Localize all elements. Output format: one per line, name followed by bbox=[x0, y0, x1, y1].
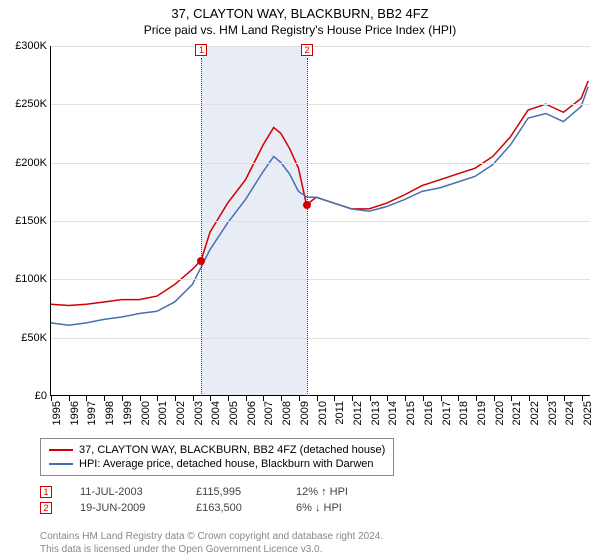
sale-price: £115,995 bbox=[196, 486, 268, 498]
copyright-line: This data is licensed under the Open Gov… bbox=[40, 543, 383, 556]
sale-row: 2 19-JUN-2009 £163,500 6% ↓ HPI bbox=[40, 500, 386, 516]
legend-item: 37, CLAYTON WAY, BLACKBURN, BB2 4FZ (det… bbox=[49, 443, 385, 457]
gridline bbox=[51, 221, 590, 222]
event-marker-dot bbox=[197, 257, 205, 265]
sale-date: 11-JUL-2003 bbox=[80, 486, 168, 498]
x-axis-label: 2009 bbox=[299, 401, 311, 441]
x-axis-label: 2004 bbox=[210, 401, 222, 441]
y-axis-label: £250K bbox=[3, 98, 47, 110]
event-marker-line bbox=[307, 58, 308, 396]
series-line bbox=[51, 81, 588, 306]
legend-item: HPI: Average price, detached house, Blac… bbox=[49, 457, 385, 471]
sale-pct: 12% ↑ HPI bbox=[296, 486, 386, 498]
event-marker-box: 1 bbox=[195, 44, 207, 56]
x-axis-label: 2000 bbox=[140, 401, 152, 441]
series-line bbox=[51, 87, 588, 326]
legend-box: 37, CLAYTON WAY, BLACKBURN, BB2 4FZ (det… bbox=[40, 438, 394, 476]
sales-table: 1 11-JUL-2003 £115,995 12% ↑ HPI 2 19-JU… bbox=[40, 484, 386, 516]
x-axis-label: 1999 bbox=[122, 401, 134, 441]
y-axis-label: £200K bbox=[3, 157, 47, 169]
event-marker-line bbox=[201, 58, 202, 396]
x-axis-label: 2024 bbox=[564, 401, 576, 441]
x-axis-label: 2015 bbox=[405, 401, 417, 441]
chart-title-line2: Price paid vs. HM Land Registry's House … bbox=[0, 21, 600, 37]
event-marker-dot bbox=[303, 201, 311, 209]
x-axis-label: 2003 bbox=[193, 401, 205, 441]
gridline bbox=[51, 338, 590, 339]
legend-swatch bbox=[49, 449, 73, 451]
x-axis-label: 2019 bbox=[476, 401, 488, 441]
x-axis-label: 2021 bbox=[511, 401, 523, 441]
legend-swatch bbox=[49, 463, 73, 465]
gridline bbox=[51, 163, 590, 164]
x-axis-label: 2010 bbox=[317, 401, 329, 441]
y-axis-label: £100K bbox=[3, 273, 47, 285]
copyright-text: Contains HM Land Registry data © Crown c… bbox=[40, 530, 383, 556]
gridline bbox=[51, 279, 590, 280]
sale-marker-icon: 1 bbox=[40, 486, 52, 498]
x-axis-label: 2002 bbox=[175, 401, 187, 441]
y-axis-label: £0 bbox=[3, 390, 47, 402]
x-axis-label: 2013 bbox=[370, 401, 382, 441]
chart-container: 37, CLAYTON WAY, BLACKBURN, BB2 4FZ Pric… bbox=[0, 0, 600, 560]
x-axis-label: 2011 bbox=[334, 401, 346, 441]
chart-plot-area: £0£50K£100K£150K£200K£250K£300K199519961… bbox=[50, 46, 590, 396]
x-axis-label: 2007 bbox=[263, 401, 275, 441]
x-axis-label: 1995 bbox=[51, 401, 63, 441]
legend-label: 37, CLAYTON WAY, BLACKBURN, BB2 4FZ (det… bbox=[79, 444, 385, 456]
x-axis-label: 2014 bbox=[387, 401, 399, 441]
x-axis-label: 2025 bbox=[582, 401, 594, 441]
gridline bbox=[51, 46, 590, 47]
sale-marker-icon: 2 bbox=[40, 502, 52, 514]
x-axis-label: 1996 bbox=[69, 401, 81, 441]
sale-date: 19-JUN-2009 bbox=[80, 502, 168, 514]
event-marker-box: 2 bbox=[301, 44, 313, 56]
x-axis-label: 2005 bbox=[228, 401, 240, 441]
x-axis-label: 2023 bbox=[547, 401, 559, 441]
sale-price: £163,500 bbox=[196, 502, 268, 514]
y-axis-label: £50K bbox=[3, 332, 47, 344]
gridline bbox=[51, 104, 590, 105]
x-axis-label: 2008 bbox=[281, 401, 293, 441]
x-axis-label: 2022 bbox=[529, 401, 541, 441]
legend-label: HPI: Average price, detached house, Blac… bbox=[79, 458, 374, 470]
sale-row: 1 11-JUL-2003 £115,995 12% ↑ HPI bbox=[40, 484, 386, 500]
x-axis-label: 2001 bbox=[157, 401, 169, 441]
x-axis-label: 2017 bbox=[441, 401, 453, 441]
x-axis-label: 1997 bbox=[86, 401, 98, 441]
x-axis-label: 2018 bbox=[458, 401, 470, 441]
copyright-line: Contains HM Land Registry data © Crown c… bbox=[40, 530, 383, 543]
sale-pct: 6% ↓ HPI bbox=[296, 502, 386, 514]
x-axis-label: 2006 bbox=[246, 401, 258, 441]
chart-title-line1: 37, CLAYTON WAY, BLACKBURN, BB2 4FZ bbox=[0, 0, 600, 21]
x-axis-label: 2012 bbox=[352, 401, 364, 441]
x-axis-label: 2020 bbox=[494, 401, 506, 441]
y-axis-label: £300K bbox=[3, 40, 47, 52]
x-axis-label: 1998 bbox=[104, 401, 116, 441]
y-axis-label: £150K bbox=[3, 215, 47, 227]
x-axis-label: 2016 bbox=[423, 401, 435, 441]
